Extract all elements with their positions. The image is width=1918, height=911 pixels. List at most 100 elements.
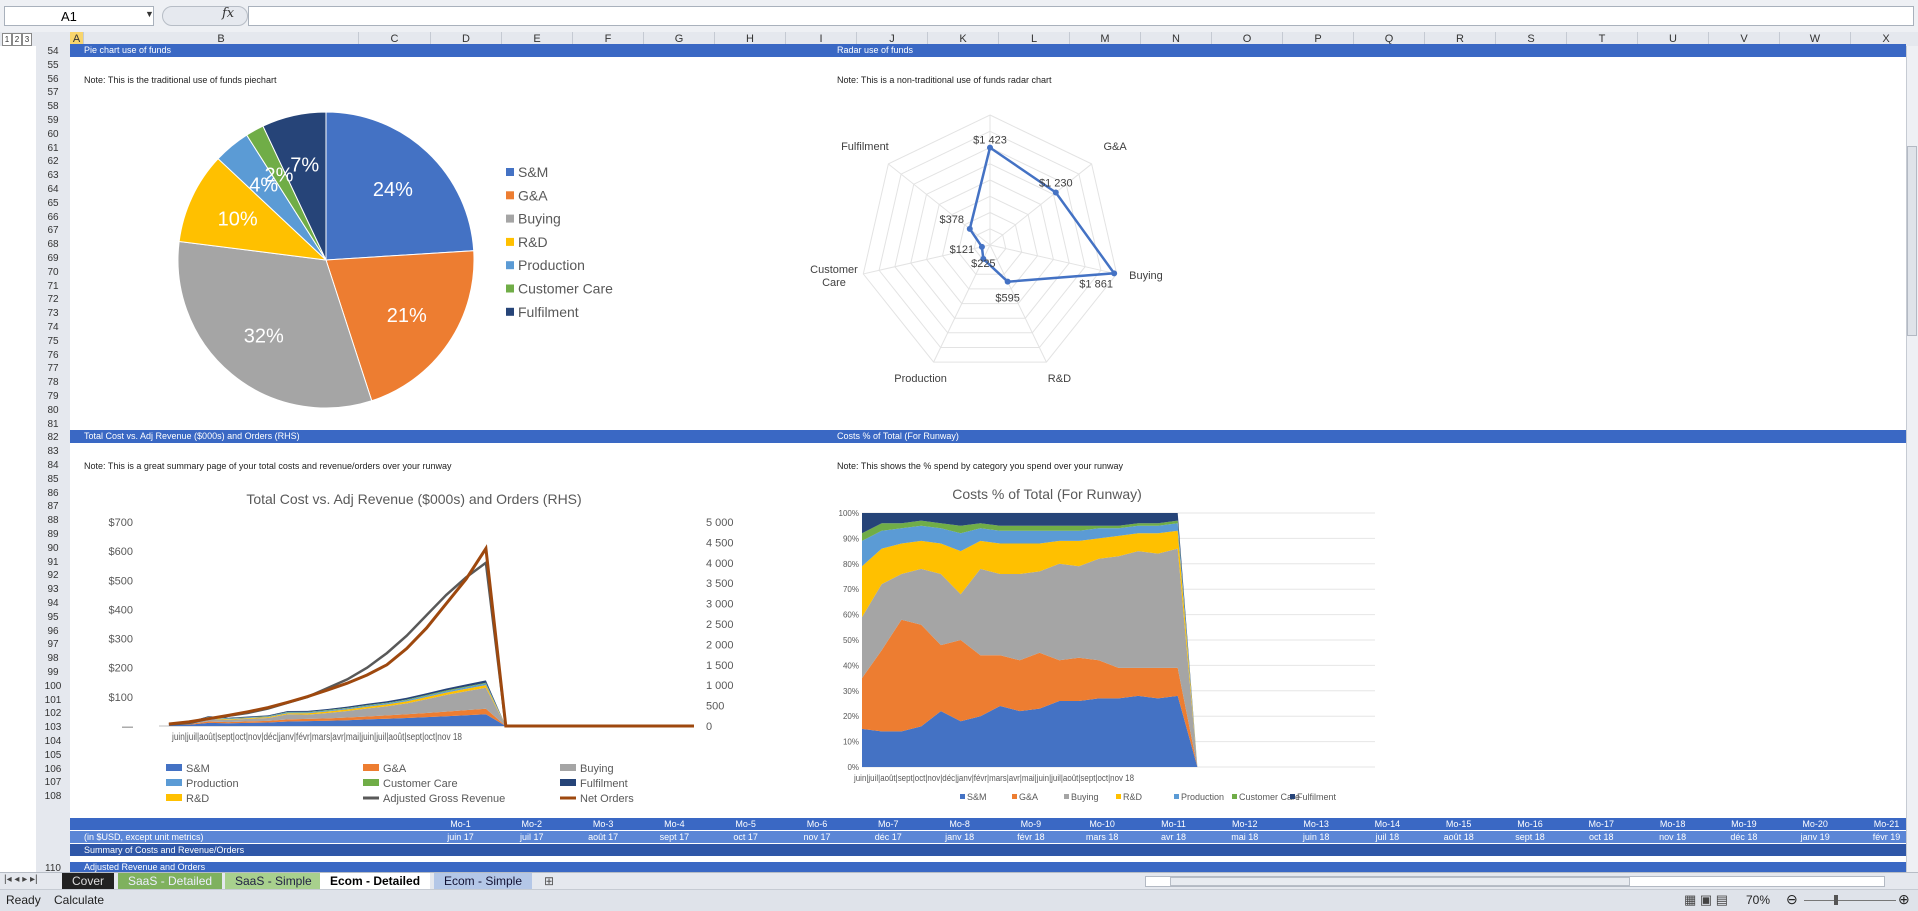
column-header-E[interactable]: E bbox=[502, 32, 573, 46]
pie-slice[interactable] bbox=[325, 250, 475, 402]
row-header-96[interactable]: 96 bbox=[47, 625, 59, 637]
row-header-87[interactable]: 87 bbox=[47, 501, 59, 513]
function-icon[interactable]: fx bbox=[222, 6, 235, 21]
summary-area-series[interactable] bbox=[168, 687, 506, 726]
row-header-73[interactable]: 73 bbox=[47, 308, 59, 320]
row-header-102[interactable]: 102 bbox=[44, 708, 62, 720]
row-header-65[interactable]: 65 bbox=[47, 197, 59, 209]
column-header-I[interactable]: I bbox=[786, 32, 857, 46]
status-calculate[interactable]: Calculate bbox=[54, 893, 105, 907]
row-header-62[interactable]: 62 bbox=[47, 156, 59, 168]
column-header-M[interactable]: M bbox=[1070, 32, 1141, 46]
row-header-89[interactable]: 89 bbox=[47, 529, 59, 540]
row-header-95[interactable]: 95 bbox=[47, 611, 59, 623]
outline-level-1-button[interactable]: 1 bbox=[2, 33, 12, 46]
tab-ecom-simple[interactable]: Ecom - Simple bbox=[434, 873, 533, 889]
zoom-level[interactable]: 70% bbox=[1746, 893, 1771, 907]
row-header-91[interactable]: 91 bbox=[47, 556, 59, 568]
column-header-J[interactable]: J bbox=[857, 32, 928, 46]
column-header-P[interactable]: P bbox=[1283, 32, 1354, 46]
column-header-T[interactable]: T bbox=[1567, 32, 1638, 46]
summary-chart[interactable]: Total Cost vs. Adj Revenue ($000s) and O… bbox=[84, 485, 764, 815]
column-header-W[interactable]: W bbox=[1780, 32, 1851, 46]
zoom-slider-thumb[interactable] bbox=[1834, 895, 1838, 905]
row-header-93[interactable]: 93 bbox=[47, 584, 59, 596]
costs-area-series[interactable] bbox=[862, 695, 1198, 767]
zoom-in-icon[interactable]: ⊕ bbox=[1898, 891, 1910, 907]
column-header-V[interactable]: V bbox=[1709, 32, 1780, 46]
costs-percent-chart[interactable]: Costs % of Total (For Runway) 0% 10% 20% 30… bbox=[837, 480, 1397, 810]
row-header-105[interactable]: 105 bbox=[44, 749, 62, 761]
row-header-79[interactable]: 79 bbox=[47, 391, 59, 402]
chevron-down-icon[interactable]: ▼ bbox=[145, 9, 154, 19]
tab-cover[interactable]: Cover bbox=[62, 873, 115, 889]
row-header-61[interactable]: 61 bbox=[47, 142, 59, 154]
row-header-56[interactable]: 56 bbox=[47, 73, 59, 85]
radar-point[interactable] bbox=[1052, 189, 1059, 196]
outline-level-2-button[interactable]: 2 bbox=[12, 33, 22, 46]
page-view-icons[interactable]: ▦ ▣ ▤ bbox=[1684, 892, 1729, 907]
column-header-K[interactable]: K bbox=[928, 32, 999, 46]
row-header-84[interactable]: 84 bbox=[47, 460, 59, 471]
radar-point[interactable] bbox=[966, 225, 973, 232]
row-header-60[interactable]: 60 bbox=[47, 128, 59, 140]
row-header-110[interactable]: 110 bbox=[45, 863, 61, 874]
row-header-64[interactable]: 64 bbox=[47, 184, 59, 195]
costs-area-series[interactable] bbox=[862, 548, 1198, 767]
row-header-92[interactable]: 92 bbox=[47, 570, 59, 582]
new-sheet-icon[interactable]: ⊞ bbox=[540, 873, 559, 889]
row-header-58[interactable]: 58 bbox=[47, 101, 59, 113]
column-header-H[interactable]: H bbox=[715, 32, 786, 46]
row-header-76[interactable]: 76 bbox=[47, 349, 59, 361]
row-header-82[interactable]: 82 bbox=[47, 432, 59, 444]
name-box[interactable]: A1 bbox=[4, 6, 154, 26]
row-header-74[interactable]: 74 bbox=[47, 322, 59, 333]
radar-series-line[interactable] bbox=[968, 145, 1117, 283]
column-header-B[interactable]: B bbox=[84, 32, 359, 46]
row-header-106[interactable]: 106 bbox=[44, 763, 62, 775]
horizontal-scroll-thumb[interactable] bbox=[1170, 877, 1630, 886]
row-header-54[interactable]: 54 bbox=[47, 46, 59, 57]
costs-area-series[interactable] bbox=[862, 530, 1198, 767]
row-header-77[interactable]: 77 bbox=[47, 363, 59, 375]
row-header-81[interactable]: 81 bbox=[47, 418, 59, 430]
row-header-100[interactable]: 100 bbox=[44, 680, 62, 692]
radar-point[interactable] bbox=[1111, 270, 1118, 277]
column-header-N[interactable]: N bbox=[1141, 32, 1212, 46]
summary-area-series[interactable] bbox=[168, 708, 506, 726]
column-header-S[interactable]: S bbox=[1496, 32, 1567, 46]
row-header-83[interactable]: 83 bbox=[47, 446, 59, 458]
radar-point[interactable] bbox=[987, 144, 993, 151]
row-header-85[interactable]: 85 bbox=[47, 473, 59, 485]
summary-area-series[interactable] bbox=[168, 680, 506, 726]
costs-area-series[interactable] bbox=[862, 619, 1198, 767]
zoom-slider[interactable] bbox=[1804, 900, 1896, 901]
tab-scroll-arrows-icon[interactable]: |◂ ◂ ▸ ▸| bbox=[4, 874, 38, 885]
column-header-Q[interactable]: Q bbox=[1354, 32, 1425, 46]
row-header-72[interactable]: 72 bbox=[47, 294, 59, 306]
pie-chart[interactable]: 24% 21% 32% 10% 4%2%7% S&M G&A Buying R&D Produc… bbox=[160, 100, 680, 420]
row-header-63[interactable]: 63 bbox=[47, 170, 59, 182]
column-header-R[interactable]: R bbox=[1425, 32, 1496, 46]
row-header-98[interactable]: 98 bbox=[47, 653, 59, 665]
column-header-A[interactable]: A bbox=[70, 32, 84, 46]
radar-point[interactable] bbox=[1004, 278, 1011, 285]
row-header-108[interactable]: 108 bbox=[44, 791, 62, 803]
column-header-U[interactable]: U bbox=[1638, 32, 1709, 46]
formula-input[interactable] bbox=[248, 6, 1914, 26]
outline-level-3-button[interactable]: 3 bbox=[22, 33, 32, 46]
tab-saas-simple[interactable]: SaaS - Simple bbox=[225, 873, 322, 889]
formula-buttons[interactable] bbox=[162, 6, 248, 26]
row-header-80[interactable]: 80 bbox=[47, 404, 59, 416]
row-header-104[interactable]: 104 bbox=[44, 736, 62, 747]
pie-slice[interactable] bbox=[177, 240, 373, 409]
row-header-103[interactable]: 103 bbox=[44, 722, 62, 734]
net-orders-line[interactable] bbox=[168, 544, 694, 728]
row-header-71[interactable]: 71 bbox=[47, 280, 59, 292]
vertical-scroll-thumb[interactable] bbox=[1907, 146, 1917, 336]
summary-area-series[interactable] bbox=[168, 685, 506, 726]
row-header-55[interactable]: 55 bbox=[47, 59, 59, 71]
row-header-70[interactable]: 70 bbox=[47, 266, 59, 278]
row-header-69[interactable]: 69 bbox=[47, 253, 59, 264]
tab-saas-detailed[interactable]: SaaS - Detailed bbox=[118, 873, 223, 889]
